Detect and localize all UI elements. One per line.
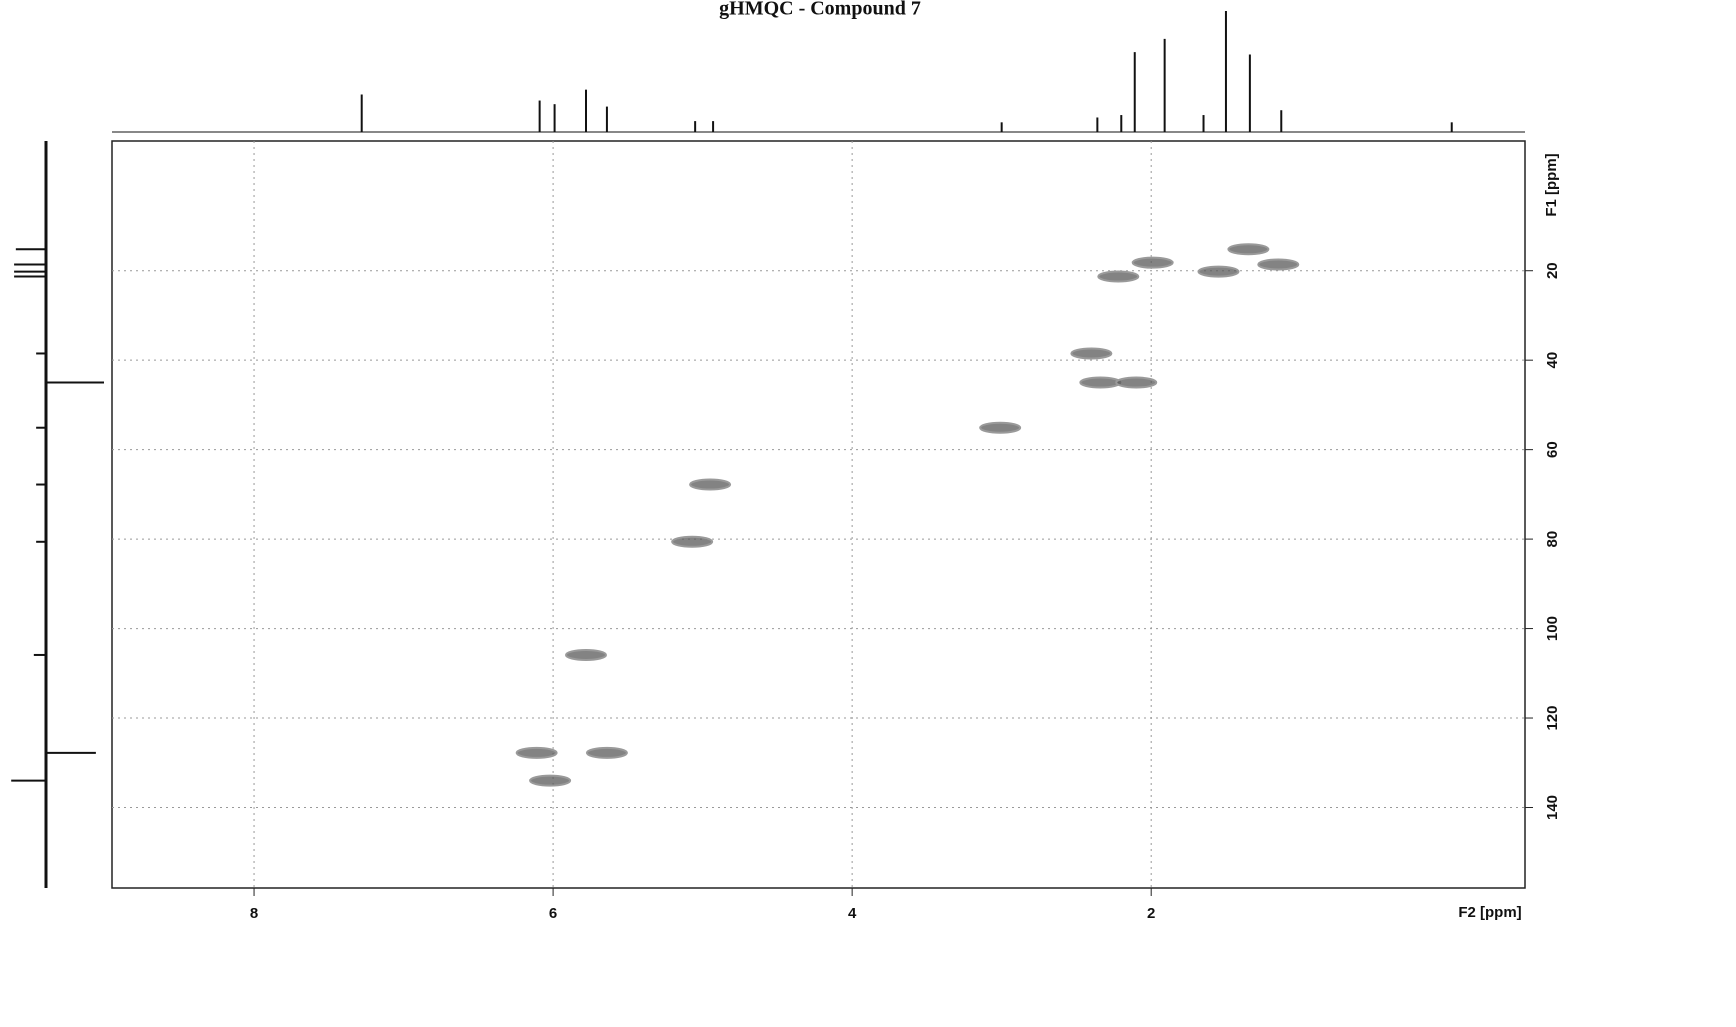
- y-tick-label: 60: [1544, 441, 1561, 458]
- cross-peak: [1115, 376, 1158, 389]
- cross-peak: [1131, 256, 1174, 269]
- y-tick-label: 140: [1544, 795, 1561, 820]
- cross-peak: [1197, 265, 1240, 278]
- cross-peak: [1079, 376, 1122, 389]
- x-axis-label: F2 [ppm]: [1458, 904, 1521, 921]
- cross-peak: [1097, 270, 1140, 283]
- cross-peak: [585, 746, 628, 759]
- y-axis-label: F1 [ppm]: [1543, 153, 1560, 216]
- cross-peak: [689, 478, 732, 491]
- y-tick-label: 40: [1544, 352, 1561, 369]
- cross-peak: [564, 648, 607, 661]
- y-tick-label: 20: [1544, 262, 1561, 279]
- cross-peak: [1257, 258, 1300, 271]
- x-tick-label: 4: [848, 905, 857, 922]
- plot-frame: [111, 140, 1526, 889]
- x-tick-label: 6: [549, 905, 557, 922]
- cross-peak: [671, 535, 714, 548]
- cross-peak: [515, 746, 558, 759]
- cross-peak: [1227, 243, 1270, 256]
- y-tick-label: 100: [1544, 616, 1561, 641]
- cross-peak: [529, 774, 572, 787]
- cross-peak: [979, 421, 1022, 434]
- y-tick-label: 120: [1544, 706, 1561, 731]
- chart-title: gHMQC - Compound 7: [719, 0, 921, 20]
- y-tick-label: 80: [1544, 531, 1561, 548]
- cross-peak: [1070, 347, 1113, 360]
- x-tick-label: 2: [1147, 905, 1155, 922]
- x-tick-label: 8: [250, 905, 258, 922]
